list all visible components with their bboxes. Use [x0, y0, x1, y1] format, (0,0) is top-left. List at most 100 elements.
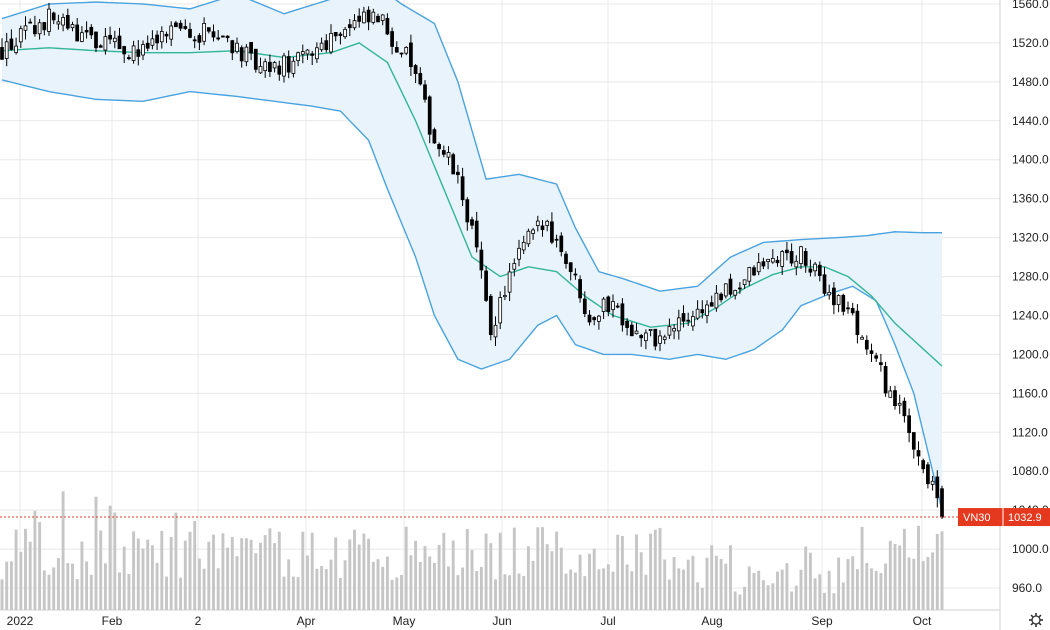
price-tick-label: 1240.0: [1012, 308, 1049, 322]
candle-body: [51, 12, 56, 21]
volume-bar: [334, 537, 338, 610]
volume-bar: [447, 566, 450, 610]
volume-bar: [291, 576, 295, 610]
volume-bar: [249, 539, 253, 610]
candle-body: [813, 263, 817, 272]
candle-body: [437, 144, 441, 150]
candle-body: [681, 313, 686, 322]
volume-bar: [301, 531, 305, 610]
candle-body: [268, 61, 272, 72]
volume-bar: [935, 533, 939, 610]
candle-body: [883, 366, 888, 394]
volume-bar: [385, 556, 389, 610]
last-price-badge: VN30 1032.9: [958, 508, 1050, 527]
volume-bar: [42, 570, 46, 610]
bollinger-bands: [1, 0, 943, 511]
volume-bar: [230, 536, 234, 610]
candle-body: [399, 52, 404, 55]
volume-bar: [348, 539, 352, 610]
candle-body: [836, 295, 841, 306]
candle-body: [131, 45, 136, 61]
volume-bar: [216, 568, 220, 610]
candle-body: [357, 15, 362, 22]
candle-body: [888, 390, 893, 398]
volume-bar: [71, 563, 74, 610]
candle-body: [272, 62, 277, 69]
volume-bar: [921, 561, 925, 610]
candle-body: [879, 362, 883, 365]
candle-body: [460, 176, 465, 201]
settings-gear-icon[interactable]: [1029, 613, 1043, 627]
candle-body: [277, 65, 282, 75]
candle-body: [300, 51, 305, 55]
volume-bar: [555, 531, 559, 610]
volume-bar: [259, 542, 262, 610]
candle-body: [615, 305, 620, 308]
volume-bar: [606, 564, 610, 610]
volume-bar: [564, 573, 568, 610]
volume-bar: [865, 562, 869, 610]
volume-bar: [390, 579, 394, 610]
candle-body: [629, 324, 634, 337]
volume-bar: [197, 558, 201, 610]
volume-bar: [696, 582, 700, 610]
candle-body: [822, 274, 827, 294]
volume-bar: [52, 567, 56, 610]
candle-body: [780, 251, 785, 267]
candle-body: [794, 260, 799, 268]
candle-body: [521, 241, 526, 251]
volume-bar: [818, 574, 822, 610]
volume-bar: [907, 557, 911, 610]
candle-body: [385, 17, 390, 35]
candle-body: [108, 34, 112, 40]
time-tick-label: 2: [195, 614, 202, 628]
candle-body: [554, 238, 559, 241]
candle-body: [164, 33, 169, 37]
volume-bar: [146, 539, 150, 610]
volume-bar: [578, 554, 582, 610]
volume-bar: [221, 533, 225, 610]
volume-bar: [616, 534, 620, 610]
candle-body: [559, 235, 564, 253]
candle-body: [103, 36, 108, 51]
candle-body: [456, 171, 460, 176]
price-tick-label: 1320.0: [1012, 231, 1049, 245]
candle-body: [80, 32, 84, 42]
volume-bar: [583, 576, 587, 610]
volume-bar: [794, 585, 798, 610]
volume-bar: [404, 526, 408, 610]
candle-body: [84, 29, 89, 33]
candle-body: [380, 14, 385, 21]
candle-body: [498, 297, 503, 324]
candle-body: [564, 253, 568, 264]
candle-body: [728, 278, 733, 295]
volume-bar: [66, 563, 70, 610]
volume-bar: [94, 496, 98, 610]
candle-body: [178, 22, 183, 29]
candle-body: [667, 326, 672, 336]
candle-body: [789, 251, 794, 264]
volume-bar: [832, 593, 836, 610]
volume-bar: [512, 527, 516, 610]
candle-body: [324, 40, 329, 51]
volume-bar: [874, 570, 878, 610]
time-axis[interactable]: 2022 Feb 2 Apr May Jun Jul Aug Sep Oct: [7, 614, 932, 628]
candle-body: [376, 15, 380, 23]
candle-body: [587, 314, 592, 323]
candle-body: [244, 46, 249, 63]
volume-bar: [38, 522, 42, 610]
candle-body: [785, 249, 789, 254]
candle-body: [709, 302, 714, 307]
candle-body: [404, 47, 409, 54]
volume-bar: [122, 546, 126, 610]
time-tick-label: Jun: [492, 614, 511, 628]
volume-bar: [240, 538, 244, 610]
volume-bar: [639, 552, 643, 610]
volume-bar: [484, 533, 488, 610]
volume-bar: [395, 577, 399, 610]
volume-bar: [663, 559, 667, 610]
price-axis[interactable]: 960.01000.01040.01080.01120.01160.01200.…: [1012, 0, 1049, 595]
candle-body: [441, 150, 446, 155]
candle-body: [907, 415, 911, 433]
